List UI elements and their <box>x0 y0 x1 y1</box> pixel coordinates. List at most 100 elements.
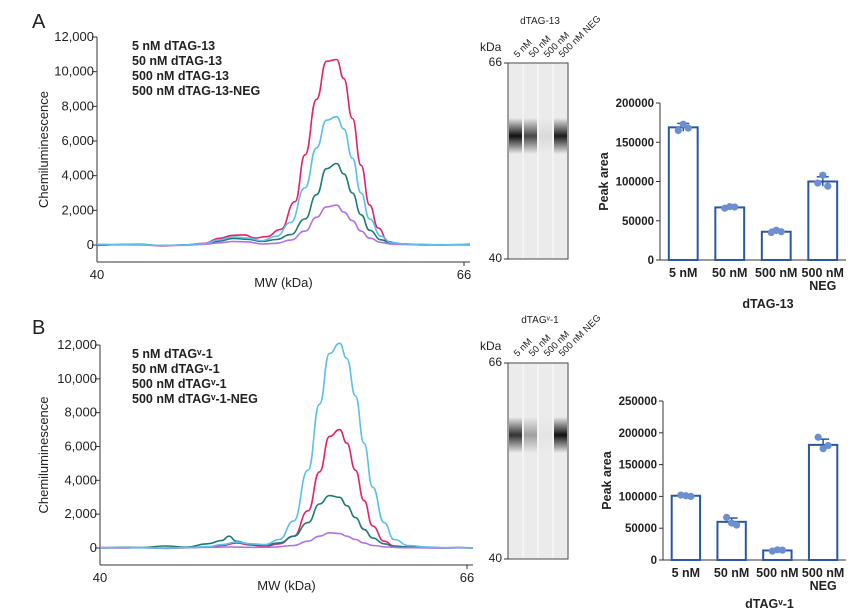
bar-category-label: 500 nM <box>802 566 844 580</box>
bar-y-tick-label: 150000 <box>616 137 654 149</box>
series-line <box>99 342 474 549</box>
series-line <box>96 115 471 247</box>
bar-x-axis-label: dTAGᵛ-1 <box>745 597 794 611</box>
gel-title: dTAG-13 <box>520 16 560 27</box>
data-point <box>687 492 695 500</box>
panel-letter: B <box>32 317 45 339</box>
data-point <box>723 513 731 521</box>
bar-category-label: 50 nM <box>714 566 749 580</box>
bar-y-tick-label: 250000 <box>619 396 657 408</box>
gel-band <box>539 417 552 453</box>
gel-band <box>524 417 537 453</box>
y-tick-label: 12,000 <box>54 29 94 44</box>
bar-y-tick-label: 100000 <box>619 491 657 503</box>
gel-band <box>524 118 537 154</box>
x-tick-label: 40 <box>90 267 104 282</box>
panel-letter: A <box>32 11 46 33</box>
data-point <box>814 179 822 187</box>
legend-entry: 5 nM dTAGᵛ-1 <box>132 347 213 361</box>
gel-lane <box>554 364 567 558</box>
gel-lane <box>524 364 537 558</box>
bar-y-tick-label: 0 <box>648 255 654 267</box>
bar-y-axis-label: Peak area <box>597 151 611 210</box>
y-tick-label: 6,000 <box>64 439 97 454</box>
data-point <box>674 126 682 135</box>
x-tick-label: 66 <box>457 267 471 282</box>
x-axis-label: MW (kDa) <box>257 578 316 593</box>
series-line <box>99 494 474 549</box>
legend-entry: 50 nM dTAGᵛ-1 <box>132 362 220 376</box>
series-line <box>96 204 471 247</box>
gel-title: dTAGᵛ-1 <box>521 315 559 326</box>
y-tick-label: 12,000 <box>57 337 97 352</box>
bar <box>716 520 747 562</box>
y-tick-label: 0 <box>87 237 94 252</box>
bar-category-label: 500 nM <box>755 266 797 280</box>
legend-entry: 500 nM dTAG-13-NEG <box>132 84 260 98</box>
bar-category-label: 5 nM <box>672 566 700 580</box>
bar-y-tick-label: 100000 <box>616 177 654 189</box>
legend-entry: 5 nM dTAG-13 <box>132 39 215 53</box>
data-point <box>824 441 832 450</box>
bar <box>807 443 839 561</box>
bar <box>807 180 839 261</box>
data-point <box>777 228 785 236</box>
bar-category-label: 50 nM <box>712 266 747 280</box>
data-point <box>814 433 822 441</box>
bar-category-label: 500 nM <box>756 566 798 580</box>
data-point <box>733 521 741 529</box>
data-point <box>731 203 739 211</box>
gel-marker-label: 40 <box>489 551 503 565</box>
y-tick-label: 10,000 <box>54 64 94 79</box>
bar <box>667 126 699 261</box>
gel-lane <box>554 64 567 258</box>
y-tick-label: 4,000 <box>64 472 97 487</box>
gel-lane <box>509 64 522 258</box>
series-line <box>96 162 471 247</box>
y-tick-label: 8,000 <box>61 98 94 113</box>
x-tick-label: 66 <box>460 570 474 585</box>
gel-band <box>509 417 522 453</box>
bar-category-label: NEG <box>809 279 836 293</box>
bar <box>670 494 702 562</box>
legend-entry: 500 nM dTAG-13 <box>132 69 229 83</box>
bar-y-axis-label: Peak area <box>600 450 614 509</box>
gel-band <box>509 118 522 154</box>
gel-band <box>554 417 567 453</box>
x-tick-label: 40 <box>93 570 107 585</box>
y-axis-label: Chemiluminescence <box>36 396 51 513</box>
y-tick-label: 8,000 <box>64 405 97 420</box>
bar-y-tick-label: 150000 <box>619 460 657 472</box>
gel-band <box>539 118 552 154</box>
y-axis-label: Chemiluminescence <box>36 91 51 208</box>
bar-category-label: 500 nM <box>802 266 844 280</box>
x-axis-label: MW (kDa) <box>254 275 313 290</box>
gel-lane <box>539 364 552 558</box>
gel-unit-label: kDa <box>480 40 502 54</box>
gel-lane <box>509 364 522 558</box>
data-point <box>679 120 687 128</box>
gel-marker-label: 40 <box>489 251 503 265</box>
data-point <box>778 546 786 554</box>
bar-y-tick-label: 200000 <box>619 428 657 440</box>
legend-entry: 500 nM dTAGᵛ-1-NEG <box>132 392 258 406</box>
bar-y-tick-label: 200000 <box>616 98 654 110</box>
bar-x-axis-label: dTAG-13 <box>742 297 793 311</box>
gel-marker-label: 66 <box>489 355 503 369</box>
bar-category-label: NEG <box>810 579 837 593</box>
y-tick-label: 2,000 <box>61 202 94 217</box>
data-point <box>684 124 692 132</box>
y-tick-label: 2,000 <box>64 506 97 521</box>
data-point <box>819 171 827 179</box>
legend-entry: 500 nM dTAGᵛ-1 <box>132 377 227 391</box>
gel-unit-label: kDa <box>480 339 502 353</box>
gel-marker-label: 66 <box>489 55 503 69</box>
y-tick-label: 10,000 <box>57 371 97 386</box>
y-tick-label: 6,000 <box>61 133 94 148</box>
y-tick-label: 0 <box>90 540 97 555</box>
legend-entry: 50 nM dTAG-13 <box>132 54 222 68</box>
bar-y-tick-label: 50000 <box>622 216 654 228</box>
gel-lane <box>539 64 552 258</box>
bar-y-tick-label: 0 <box>651 555 657 567</box>
